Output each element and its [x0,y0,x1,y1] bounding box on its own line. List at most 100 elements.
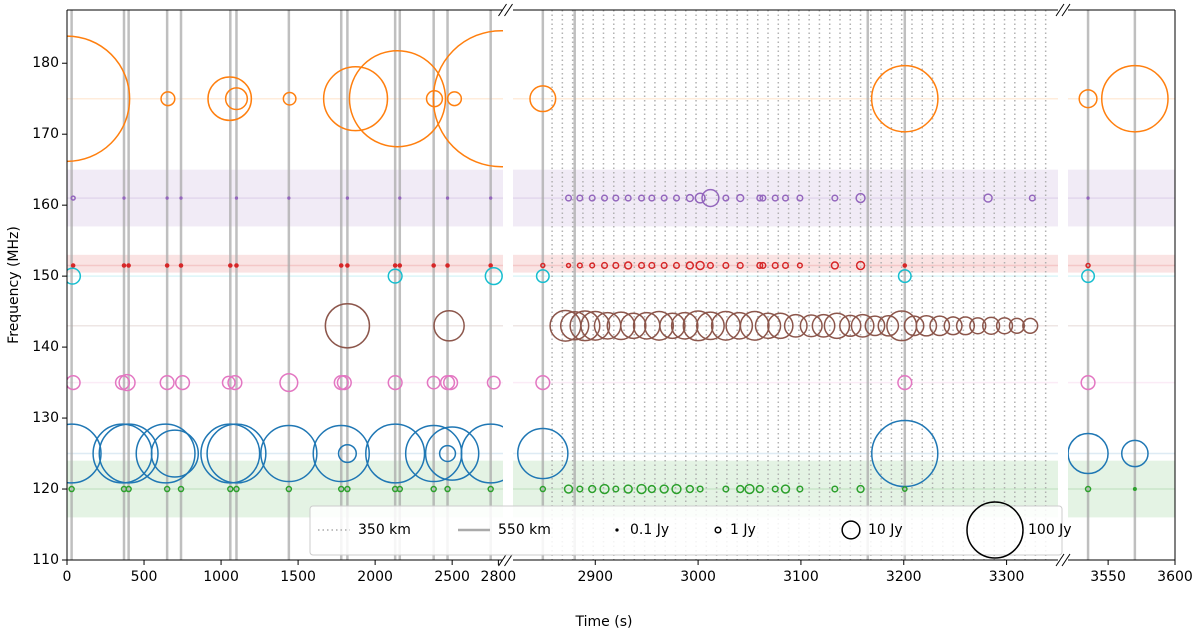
flux-circle [771,485,779,493]
flux-circle [535,269,550,284]
flux-circle [695,260,705,271]
flux-circle [433,309,465,342]
flux-circle [612,485,620,493]
flux-circle [365,423,426,484]
flux-circle [227,374,243,391]
flux-circle [756,194,764,202]
x-tick-label: 2500 [434,569,470,585]
flux-circle [488,263,493,268]
flux-circle [121,263,127,268]
flux-circle [1068,432,1109,475]
flux-circle [150,429,200,478]
flux-circle [1084,485,1092,493]
flux-circle [902,263,908,268]
flux-circle [576,262,583,269]
flux-circle [659,484,669,494]
flux-circle [672,261,681,270]
flux-circle [174,374,191,391]
flux-circle [823,312,851,340]
flux-circle [160,91,176,107]
flux-circle [569,310,601,342]
flux-circle [671,483,682,495]
flux-circle [1078,89,1098,109]
flux-circle [70,263,76,268]
y-tick-label: 170 [32,126,59,142]
flux-circle [796,485,804,493]
flux-circle [877,314,900,337]
flux-circle [338,263,344,268]
flux-circle [685,261,695,270]
x-tick-label: 0 [63,569,72,585]
legend: 350 km 550 km 0.1 Jy 1 Jy 10 Jy 100 Jy [309,501,1072,559]
flux-circle [682,310,714,342]
y-tick-label: 180 [32,55,59,71]
flux-circle [754,312,782,340]
legend-label: 1 Jy [730,522,756,538]
flux-circle [685,484,695,494]
flux-circle [165,196,169,200]
flux-circle [696,485,704,493]
flux-circle [487,485,494,493]
y-tick-label: 160 [32,197,59,213]
flux-circle [221,375,236,390]
flux-circle [983,193,993,203]
flux-circle [576,485,584,493]
legend-size [714,526,722,534]
flux-circle [397,263,403,268]
axis-break [504,553,513,567]
flux-circle [206,423,267,484]
flux-circle [344,485,351,493]
flux-circle [955,316,976,336]
flux-circle [285,485,293,493]
legend-box [309,505,1063,556]
flux-circle [207,76,253,122]
flux-circle [870,64,939,133]
axis-break [498,553,507,567]
flux-circle [781,194,790,202]
flux-circle [643,310,675,341]
flux-circle [755,484,764,494]
flux-circle [783,313,808,338]
flux-circle [660,194,668,202]
flux-circle [855,260,866,271]
flux-circle [1022,317,1039,334]
flux-circle [771,194,779,202]
flux-circle [796,262,803,269]
legend-label: 550 km [498,522,551,538]
flux-circle [387,374,403,391]
flux-circle [234,196,239,200]
flux-circle [685,193,695,203]
legend-size [966,501,1024,559]
flux-circle [831,485,839,493]
flux-circle [484,266,503,286]
flux-circle [811,313,836,338]
flux-circle [897,269,912,284]
x-tick-label: 2900 [577,569,613,585]
flux-circle [589,262,596,269]
flux-circle [392,263,398,268]
flux-circle [345,263,350,268]
flux-circle [897,374,913,391]
band [513,169,1058,227]
flux-circle [1086,196,1090,200]
flux-circle [636,483,647,495]
legend-label: 100 Jy [1028,522,1072,538]
flux-circle [864,315,886,337]
flux-circle [322,66,389,132]
flux-circle [539,485,547,493]
x-tick-label: 2000 [357,569,393,585]
flux-circle [637,194,646,202]
flux-circle [125,485,132,493]
flux-circle [756,261,764,270]
flux-circle [576,194,584,202]
flux-circle [122,196,126,200]
axis-break [1061,553,1071,567]
flux-circle [995,317,1014,335]
flux-circle [660,261,668,270]
y-tick-label: 150 [32,268,59,284]
flux-circle [443,374,459,391]
flux-circle [796,194,804,202]
y-tick-label: 110 [32,552,59,568]
flux-circle [781,261,790,270]
